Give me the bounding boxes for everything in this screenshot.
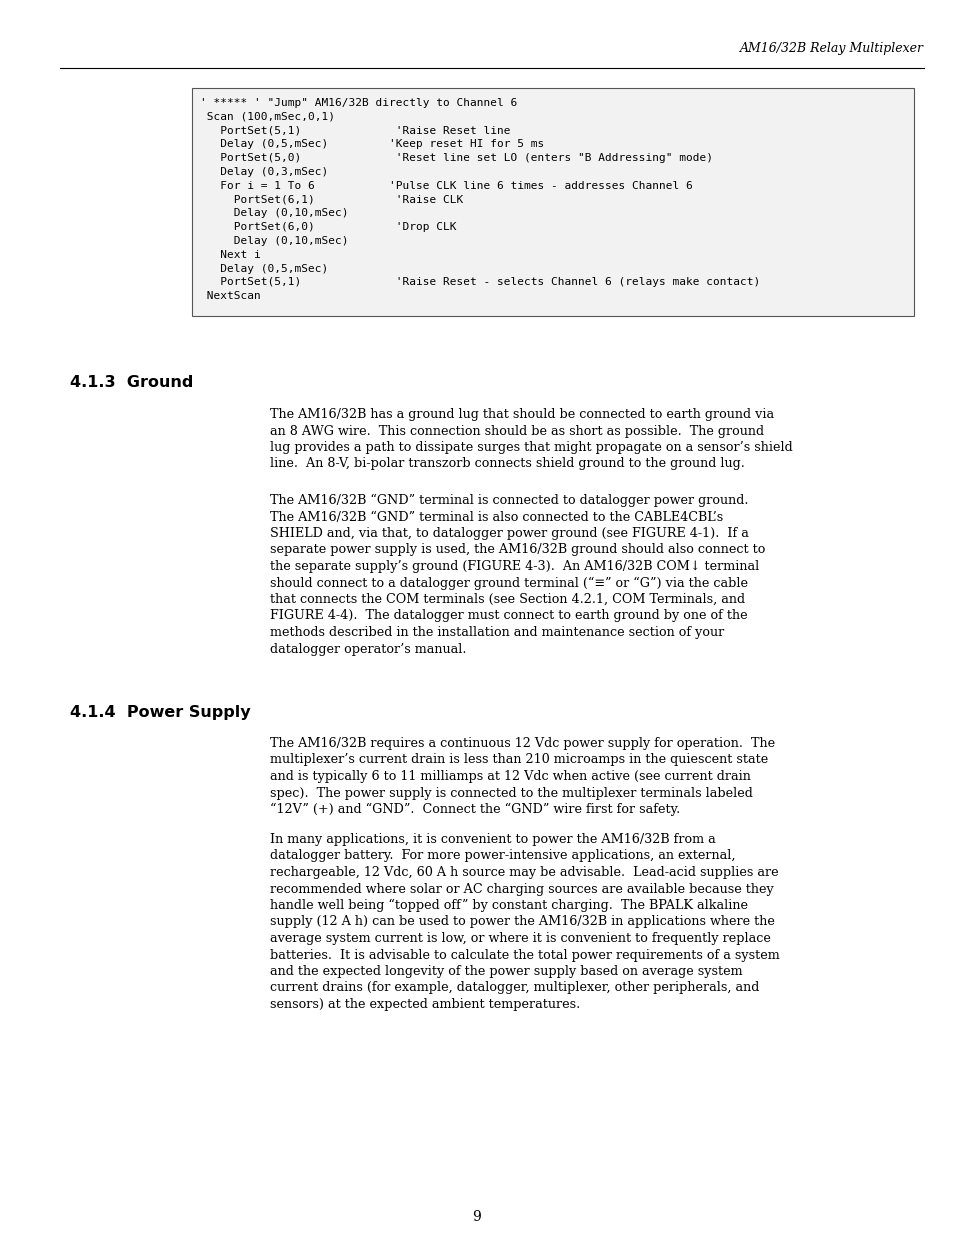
Text: 4.1.3  Ground: 4.1.3 Ground [70, 375, 193, 390]
Text: The AM16/32B has a ground lug that should be connected to earth ground via: The AM16/32B has a ground lug that shoul… [270, 408, 773, 421]
Text: multiplexer’s current drain is less than 210 microamps in the quiescent state: multiplexer’s current drain is less than… [270, 753, 767, 767]
Text: NextScan: NextScan [200, 291, 260, 301]
Text: handle well being “topped off” by constant charging.  The BPALK alkaline: handle well being “topped off” by consta… [270, 899, 747, 913]
Text: line.  An 8-V, bi-polar transzorb connects shield ground to the ground lug.: line. An 8-V, bi-polar transzorb connect… [270, 457, 744, 471]
Text: SHIELD and, via that, to datalogger power ground (see FIGURE 4-1).  If a: SHIELD and, via that, to datalogger powe… [270, 527, 748, 540]
Text: In many applications, it is convenient to power the AM16/32B from a: In many applications, it is convenient t… [270, 832, 715, 846]
Text: separate power supply is used, the AM16/32B ground should also connect to: separate power supply is used, the AM16/… [270, 543, 764, 557]
Text: supply (12 A h) can be used to power the AM16/32B in applications where the: supply (12 A h) can be used to power the… [270, 915, 774, 929]
Text: that connects the COM terminals (see Section 4.2.1, COM Terminals, and: that connects the COM terminals (see Sec… [270, 593, 744, 606]
Text: average system current is low, or where it is convenient to frequently replace: average system current is low, or where … [270, 932, 770, 945]
Text: spec).  The power supply is connected to the multiplexer terminals labeled: spec). The power supply is connected to … [270, 787, 752, 799]
Text: Delay (0,5,mSec)         'Keep reset HI for 5 ms: Delay (0,5,mSec) 'Keep reset HI for 5 ms [200, 140, 543, 149]
Text: ' ***** ' "Jump" AM16/32B directly to Channel 6: ' ***** ' "Jump" AM16/32B directly to Ch… [200, 98, 517, 107]
Text: the separate supply’s ground (FIGURE 4-3).  An AM16/32B COM↓ terminal: the separate supply’s ground (FIGURE 4-3… [270, 559, 759, 573]
Text: PortSet(5,1)              'Raise Reset - selects Channel 6 (relays make contact): PortSet(5,1) 'Raise Reset - selects Chan… [200, 278, 760, 288]
Text: methods described in the installation and maintenance section of your: methods described in the installation an… [270, 626, 723, 638]
Text: PortSet(6,1)            'Raise CLK: PortSet(6,1) 'Raise CLK [200, 195, 463, 205]
Text: Delay (0,3,mSec): Delay (0,3,mSec) [200, 167, 328, 177]
Text: Delay (0,10,mSec): Delay (0,10,mSec) [200, 236, 348, 246]
Text: current drains (for example, datalogger, multiplexer, other peripherals, and: current drains (for example, datalogger,… [270, 982, 759, 994]
Text: FIGURE 4-4).  The datalogger must connect to earth ground by one of the: FIGURE 4-4). The datalogger must connect… [270, 610, 747, 622]
Text: lug provides a path to dissipate surges that might propagate on a sensor’s shiel: lug provides a path to dissipate surges … [270, 441, 792, 454]
Text: 4.1.4  Power Supply: 4.1.4 Power Supply [70, 705, 251, 720]
Text: should connect to a datalogger ground terminal (“≡” or “G”) via the cable: should connect to a datalogger ground te… [270, 577, 747, 590]
Bar [192, 88, 913, 316]
Text: For i = 1 To 6           'Pulse CLK line 6 times - addresses Channel 6: For i = 1 To 6 'Pulse CLK line 6 times -… [200, 180, 692, 190]
Text: PortSet(5,0)              'Reset line set LO (enters "B Addressing" mode): PortSet(5,0) 'Reset line set LO (enters … [200, 153, 712, 163]
Text: sensors) at the expected ambient temperatures.: sensors) at the expected ambient tempera… [270, 998, 579, 1011]
Text: Scan (100,mSec,0,1): Scan (100,mSec,0,1) [200, 112, 335, 122]
Text: and is typically 6 to 11 milliamps at 12 Vdc when active (see current drain: and is typically 6 to 11 milliamps at 12… [270, 769, 750, 783]
Text: The AM16/32B “GND” terminal is also connected to the CABLE4CBL’s: The AM16/32B “GND” terminal is also conn… [270, 510, 722, 524]
Text: PortSet(6,0)            'Drop CLK: PortSet(6,0) 'Drop CLK [200, 222, 456, 232]
Text: Delay (0,10,mSec): Delay (0,10,mSec) [200, 209, 348, 219]
Text: Delay (0,5,mSec): Delay (0,5,mSec) [200, 263, 328, 274]
Text: recommended where solar or AC charging sources are available because they: recommended where solar or AC charging s… [270, 883, 773, 895]
Text: datalogger operator’s manual.: datalogger operator’s manual. [270, 642, 466, 656]
Text: PortSet(5,1)              'Raise Reset line: PortSet(5,1) 'Raise Reset line [200, 126, 510, 136]
Text: “12V” (+) and “GND”.  Connect the “GND” wire first for safety.: “12V” (+) and “GND”. Connect the “GND” w… [270, 803, 679, 816]
Text: datalogger battery.  For more power-intensive applications, an external,: datalogger battery. For more power-inten… [270, 850, 735, 862]
Text: batteries.  It is advisable to calculate the total power requirements of a syste: batteries. It is advisable to calculate … [270, 948, 779, 962]
Text: The AM16/32B “GND” terminal is connected to datalogger power ground.: The AM16/32B “GND” terminal is connected… [270, 494, 748, 508]
Text: and the expected longevity of the power supply based on average system: and the expected longevity of the power … [270, 965, 741, 978]
Text: 9: 9 [472, 1210, 481, 1224]
Text: Next i: Next i [200, 249, 260, 259]
Text: AM16/32B Relay Multiplexer: AM16/32B Relay Multiplexer [740, 42, 923, 56]
Text: The AM16/32B requires a continuous 12 Vdc power supply for operation.  The: The AM16/32B requires a continuous 12 Vd… [270, 737, 774, 750]
Text: rechargeable, 12 Vdc, 60 A h source may be advisable.  Lead-acid supplies are: rechargeable, 12 Vdc, 60 A h source may … [270, 866, 778, 879]
Text: an 8 AWG wire.  This connection should be as short as possible.  The ground: an 8 AWG wire. This connection should be… [270, 425, 763, 437]
